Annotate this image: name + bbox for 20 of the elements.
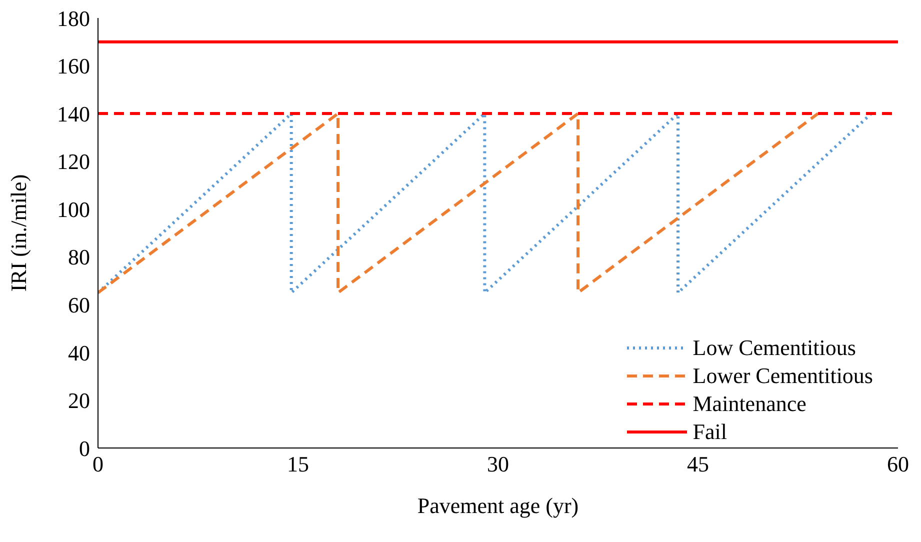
x-tick-label: 45 [687,452,709,477]
legend-label: Low Cementitious [692,335,856,361]
y-tick-label: 100 [57,196,90,222]
x-tick-label: 30 [487,452,509,477]
y-tick-label: 120 [57,149,90,174]
x-tick-label: 60 [887,452,909,477]
y-axis-title: IRI (in./mile) [6,174,31,292]
y-tick-label: 60 [68,292,90,318]
y-tick-label: 180 [57,6,90,31]
y-tick-label: 160 [57,54,90,79]
y-tick-label: 20 [68,388,90,414]
y-tick-label: 140 [57,101,90,126]
x-tick-label: 15 [287,452,309,477]
legend-label: Maintenance [692,391,806,417]
legend-label: Lower Cementitious [692,363,873,389]
legend-label: Fail [692,419,727,445]
y-tick-label: 0 [79,436,90,461]
y-tick-label: 80 [68,244,90,270]
y-tick-label: 40 [68,340,90,366]
x-axis-title: Pavement age (yr) [417,493,579,518]
